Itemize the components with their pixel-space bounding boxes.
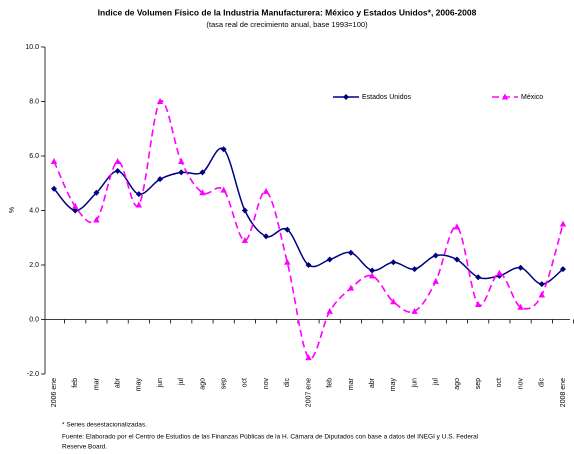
point [262, 187, 270, 194]
x-tick-label: jul [178, 378, 185, 386]
point [453, 256, 460, 263]
point [135, 191, 142, 198]
point [517, 264, 524, 271]
point [538, 281, 545, 288]
x-tick-label: jun [411, 378, 418, 388]
y-tick-label: 0.0 [29, 316, 39, 323]
x-tick-label: dic [284, 378, 291, 387]
legend-label: México [521, 94, 543, 101]
point [368, 272, 376, 279]
x-tick-label: sep [475, 378, 482, 389]
point [72, 207, 79, 214]
point [390, 298, 397, 305]
x-tick-label: may [390, 378, 397, 392]
x-tick-label: 2006 ene [51, 378, 58, 407]
x-tick-label: sep [221, 378, 228, 389]
point [284, 226, 291, 233]
y-tick-label: 2.0 [29, 262, 39, 269]
point [432, 277, 439, 284]
point [241, 236, 249, 243]
point [517, 303, 524, 310]
legend-marker [501, 93, 509, 100]
point [178, 169, 185, 176]
point [305, 354, 312, 361]
point [390, 259, 397, 266]
point [496, 269, 503, 276]
x-tick-label: mar [348, 377, 355, 390]
point [157, 176, 164, 183]
chart-subtitle: (tasa real de crecimiento anual, base 19… [206, 20, 368, 29]
x-tick-label: 2008 ene [560, 378, 567, 407]
point [156, 98, 164, 104]
x-tick-label: 2007 ene [305, 378, 312, 407]
point [559, 220, 567, 227]
x-tick-label: feb [72, 378, 79, 388]
point [411, 266, 418, 273]
x-tick-label: ago [199, 378, 206, 390]
point [347, 249, 354, 256]
point [241, 207, 248, 214]
x-tick-label: nov [263, 378, 270, 390]
source: Reserve Board. [62, 444, 107, 451]
y-tick-label: -2.0 [27, 371, 39, 378]
x-tick-label: abr [369, 377, 376, 388]
x-tick-label: abr [114, 377, 121, 388]
point [347, 284, 355, 291]
legend-label: Estados Unidos [362, 94, 412, 101]
x-tick-label: dic [539, 378, 546, 387]
point [93, 216, 100, 223]
point [114, 167, 121, 174]
point [326, 307, 333, 314]
chart-title: Indice de Volumen Físico de la Industria… [98, 7, 477, 17]
x-tick-label: oct [496, 378, 503, 387]
point [475, 274, 482, 281]
point [51, 185, 57, 192]
point [199, 189, 206, 196]
point [305, 262, 312, 268]
x-tick-label: jun [157, 378, 164, 388]
y-tick-label: 8.0 [29, 98, 39, 105]
x-tick-label: jul [433, 378, 440, 386]
point [432, 252, 439, 259]
point [135, 201, 143, 208]
x-tick-label: may [136, 378, 143, 392]
point [220, 146, 227, 153]
point [326, 256, 333, 263]
y-tick-label: 4.0 [29, 207, 39, 214]
legend-marker [343, 94, 349, 100]
point [560, 266, 566, 273]
point [369, 267, 376, 274]
series-line [53, 100, 564, 360]
y-tick-label: 10.0 [25, 44, 39, 51]
x-tick-label: nov [517, 378, 524, 390]
point [538, 291, 545, 298]
point [199, 169, 206, 176]
point [411, 307, 418, 314]
source: Fuente: Elaborado por el Centro de Estud… [62, 434, 479, 441]
point [220, 186, 227, 193]
x-tick-label: oct [242, 378, 249, 387]
point [453, 223, 461, 230]
point [178, 157, 185, 164]
point [72, 202, 79, 209]
y-tick-label: 6.0 [29, 153, 39, 160]
point [284, 258, 291, 265]
x-tick-label: feb [327, 378, 334, 388]
footnote: * Series desestacionalizadas. [62, 422, 147, 429]
point [93, 189, 100, 196]
point [474, 301, 482, 308]
point [263, 233, 270, 240]
y-axis-label: % [9, 207, 16, 213]
point [114, 157, 121, 164]
x-tick-label: mar [93, 377, 100, 390]
x-tick-label: ago [454, 378, 461, 390]
point [50, 157, 58, 164]
